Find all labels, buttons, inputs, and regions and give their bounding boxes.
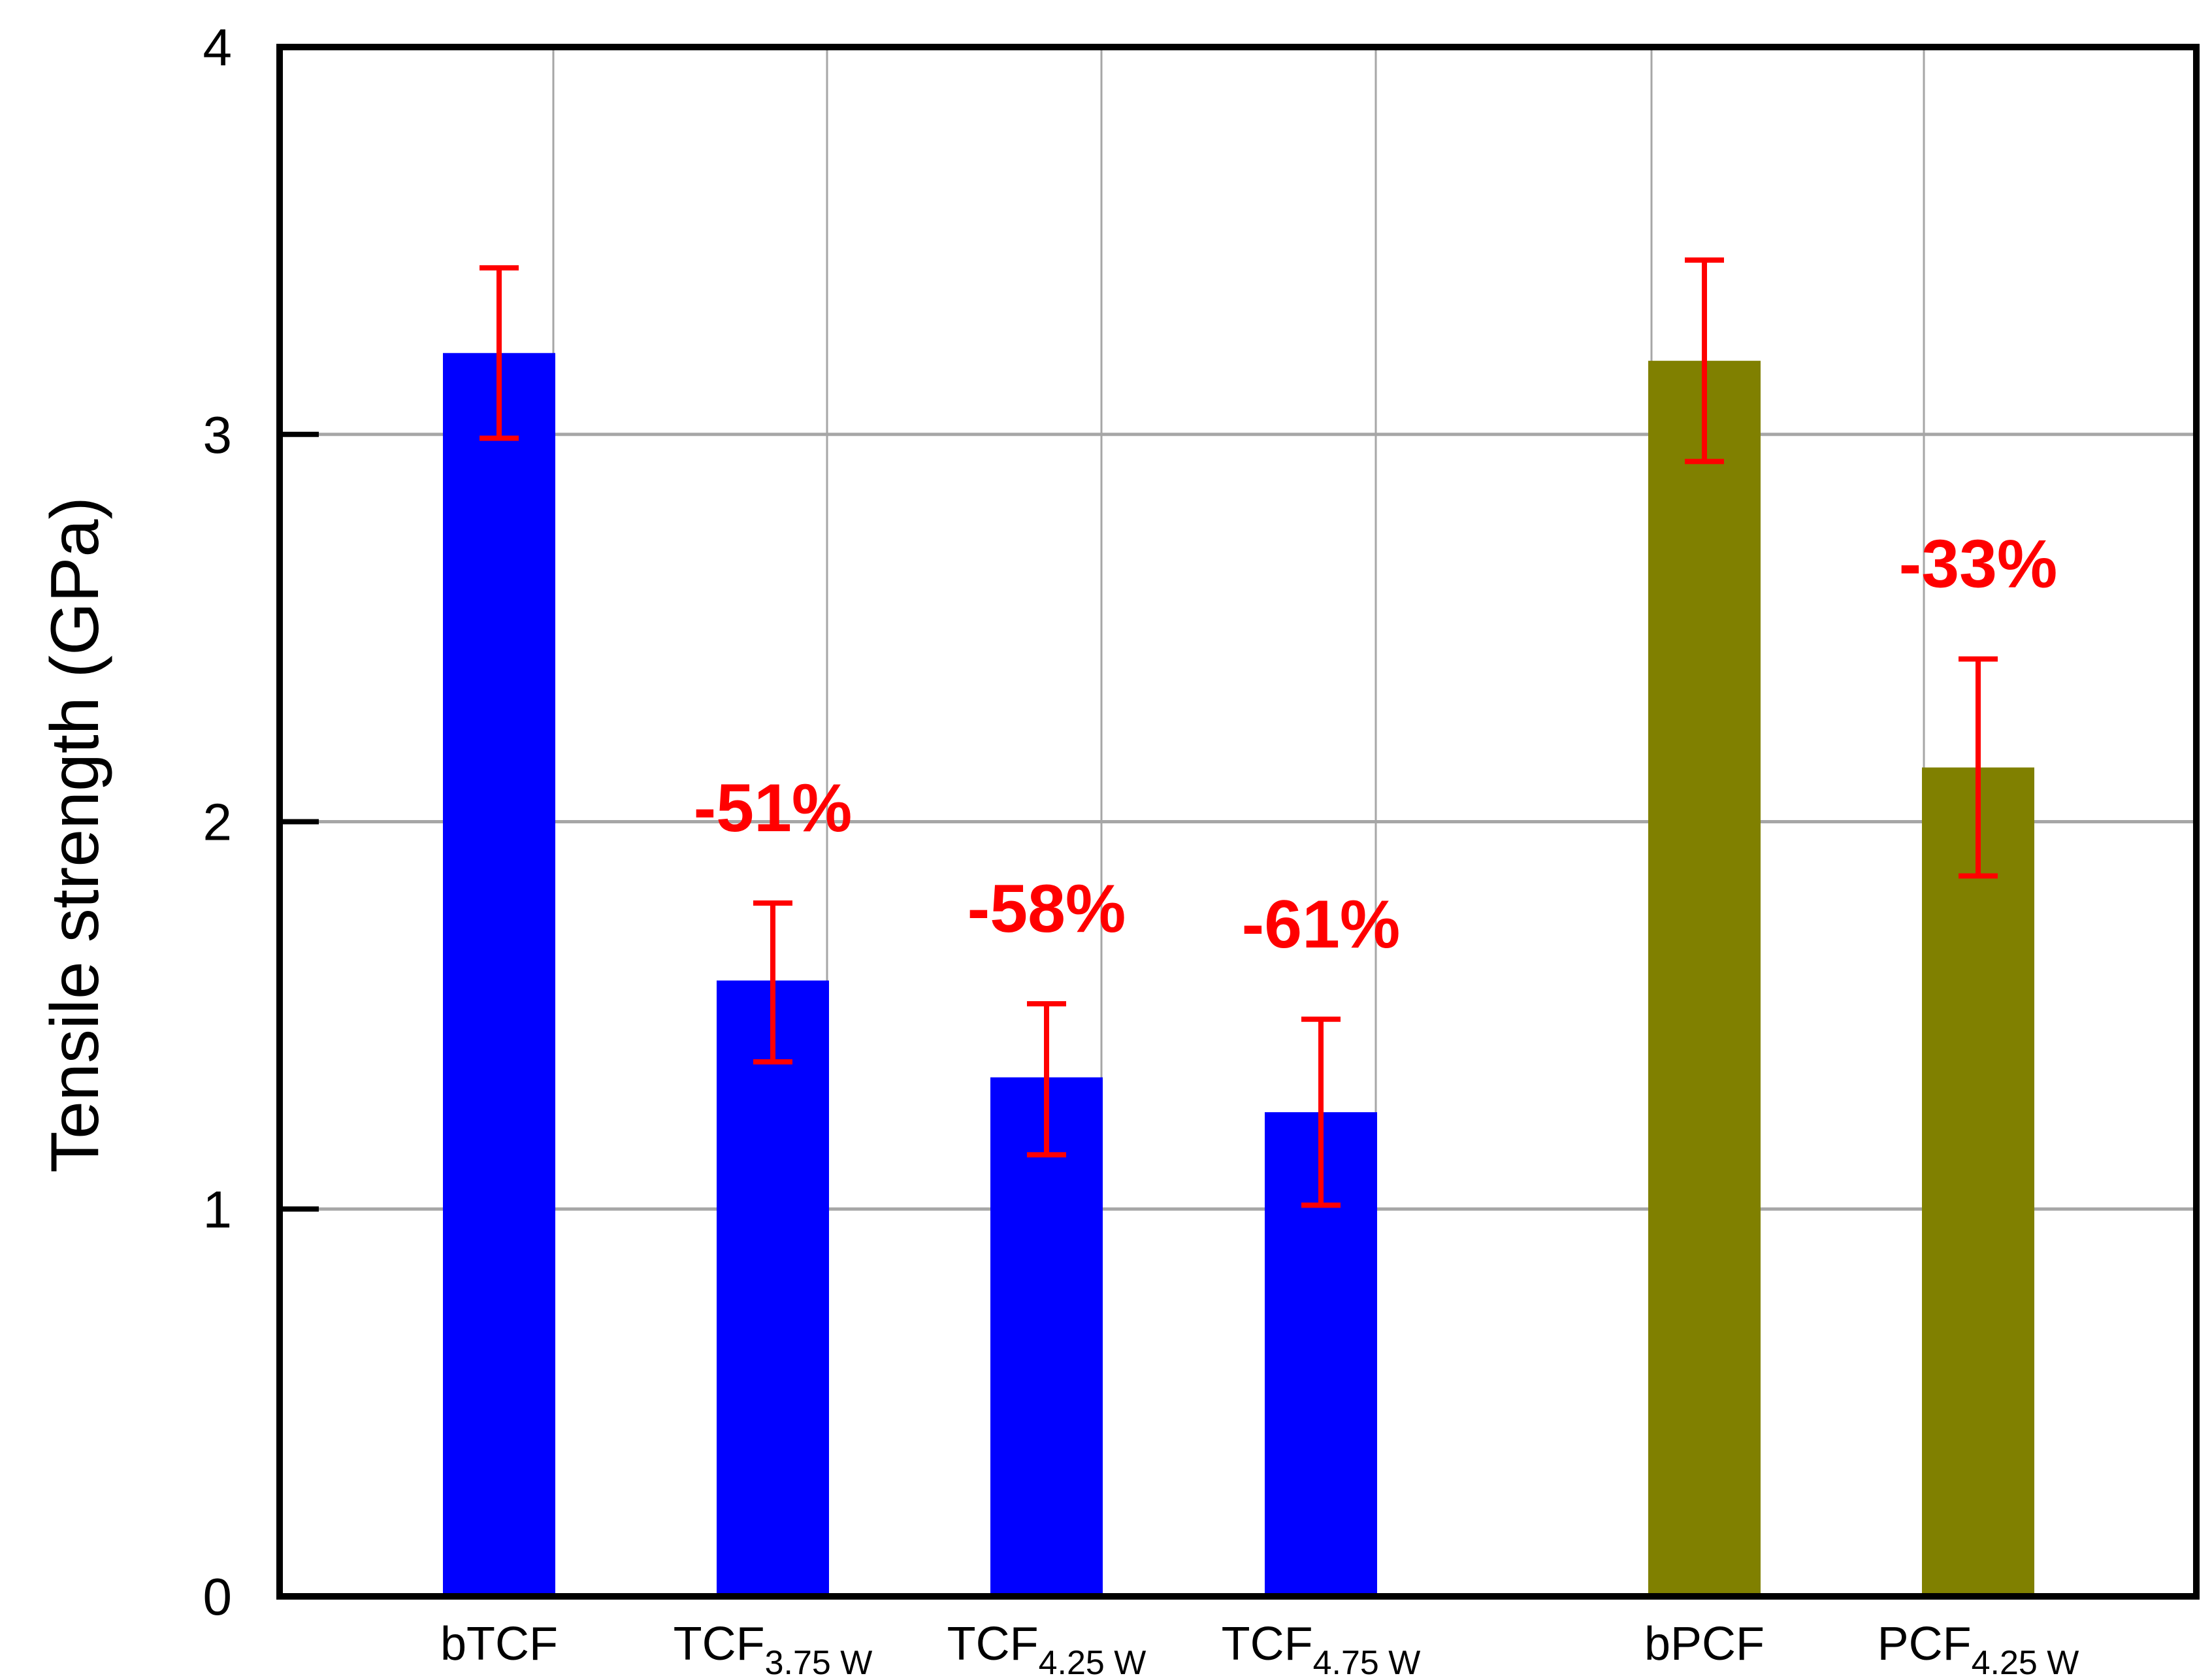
category-subscript: 4.75 W (1313, 1644, 1421, 1680)
category-subscript: 4.25 W (1972, 1644, 2079, 1680)
x-category-label: bPCF (1644, 1618, 1765, 1670)
bar-2 (990, 1077, 1103, 1596)
y-tick-label: 0 (203, 1568, 233, 1626)
category-main: bPCF (1644, 1618, 1765, 1670)
error-bars (480, 257, 1998, 1208)
x-category-label: PCF4.25 W (1878, 1618, 2079, 1680)
category-main: bTCF (440, 1618, 558, 1670)
y-axis-title: Tensile strength (GPa) (37, 497, 113, 1173)
category-main: PCF (1878, 1618, 1972, 1670)
x-category-label: TCF4.75 W (1222, 1618, 1421, 1680)
y-tick-label: 4 (203, 18, 233, 76)
y-axis-ticks: 0 1 2 3 4 (203, 18, 319, 1626)
y-tick-label: 1 (203, 1180, 233, 1238)
x-category-label: bTCF (440, 1618, 558, 1670)
percent-annotations: -51% -58% -61% -33% (694, 527, 2058, 963)
category-subscript: 3.75 W (765, 1644, 873, 1680)
bar-4 (1648, 361, 1761, 1597)
percent-annotation: -58% (968, 871, 1126, 947)
category-main: TCF (947, 1618, 1039, 1670)
category-main: TCF (1222, 1618, 1313, 1670)
percent-annotation: -51% (694, 770, 853, 846)
bar-1 (717, 980, 829, 1596)
percent-annotation: -61% (1242, 887, 1401, 963)
bar-0 (443, 353, 555, 1597)
bar-5 (1922, 767, 2034, 1596)
category-main: TCF (674, 1618, 765, 1670)
y-tick-label: 2 (203, 793, 233, 851)
y-tick-label: 3 (203, 406, 233, 464)
bars (443, 353, 2034, 1597)
x-category-label: TCF4.25 W (947, 1618, 1147, 1680)
x-category-label: TCF3.75 W (674, 1618, 873, 1680)
category-subscript: 4.25 W (1039, 1644, 1147, 1680)
percent-annotation: -33% (1899, 527, 2058, 602)
